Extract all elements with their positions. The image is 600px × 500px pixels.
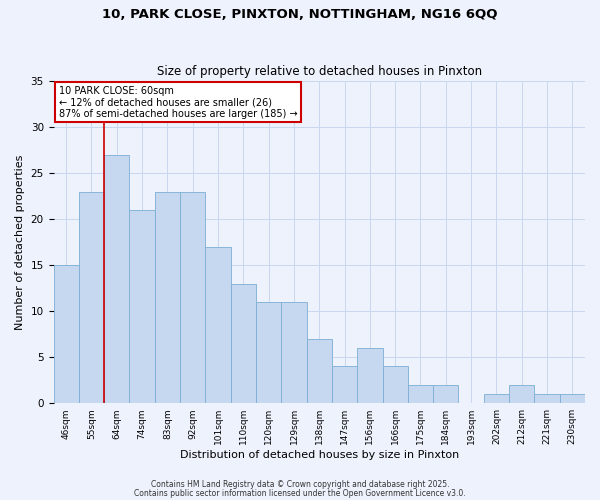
Bar	[357, 348, 383, 403]
Y-axis label: Number of detached properties: Number of detached properties	[15, 154, 25, 330]
Bar	[180, 192, 205, 403]
Bar	[79, 192, 104, 403]
Text: Contains HM Land Registry data © Crown copyright and database right 2025.: Contains HM Land Registry data © Crown c…	[151, 480, 449, 489]
X-axis label: Distribution of detached houses by size in Pinxton: Distribution of detached houses by size …	[179, 450, 459, 460]
Bar	[104, 154, 130, 403]
Bar	[256, 302, 281, 403]
Bar	[535, 394, 560, 403]
Bar	[383, 366, 408, 403]
Bar	[408, 385, 433, 403]
Bar	[307, 339, 332, 403]
Bar	[53, 265, 79, 403]
Title: Size of property relative to detached houses in Pinxton: Size of property relative to detached ho…	[157, 66, 482, 78]
Bar	[509, 385, 535, 403]
Bar	[484, 394, 509, 403]
Bar	[205, 246, 230, 403]
Bar	[560, 394, 585, 403]
Bar	[130, 210, 155, 403]
Text: Contains public sector information licensed under the Open Government Licence v3: Contains public sector information licen…	[134, 488, 466, 498]
Text: 10 PARK CLOSE: 60sqm
← 12% of detached houses are smaller (26)
87% of semi-detac: 10 PARK CLOSE: 60sqm ← 12% of detached h…	[59, 86, 298, 119]
Bar	[155, 192, 180, 403]
Bar	[281, 302, 307, 403]
Text: 10, PARK CLOSE, PINXTON, NOTTINGHAM, NG16 6QQ: 10, PARK CLOSE, PINXTON, NOTTINGHAM, NG1…	[102, 8, 498, 20]
Bar	[230, 284, 256, 403]
Bar	[433, 385, 458, 403]
Bar	[332, 366, 357, 403]
